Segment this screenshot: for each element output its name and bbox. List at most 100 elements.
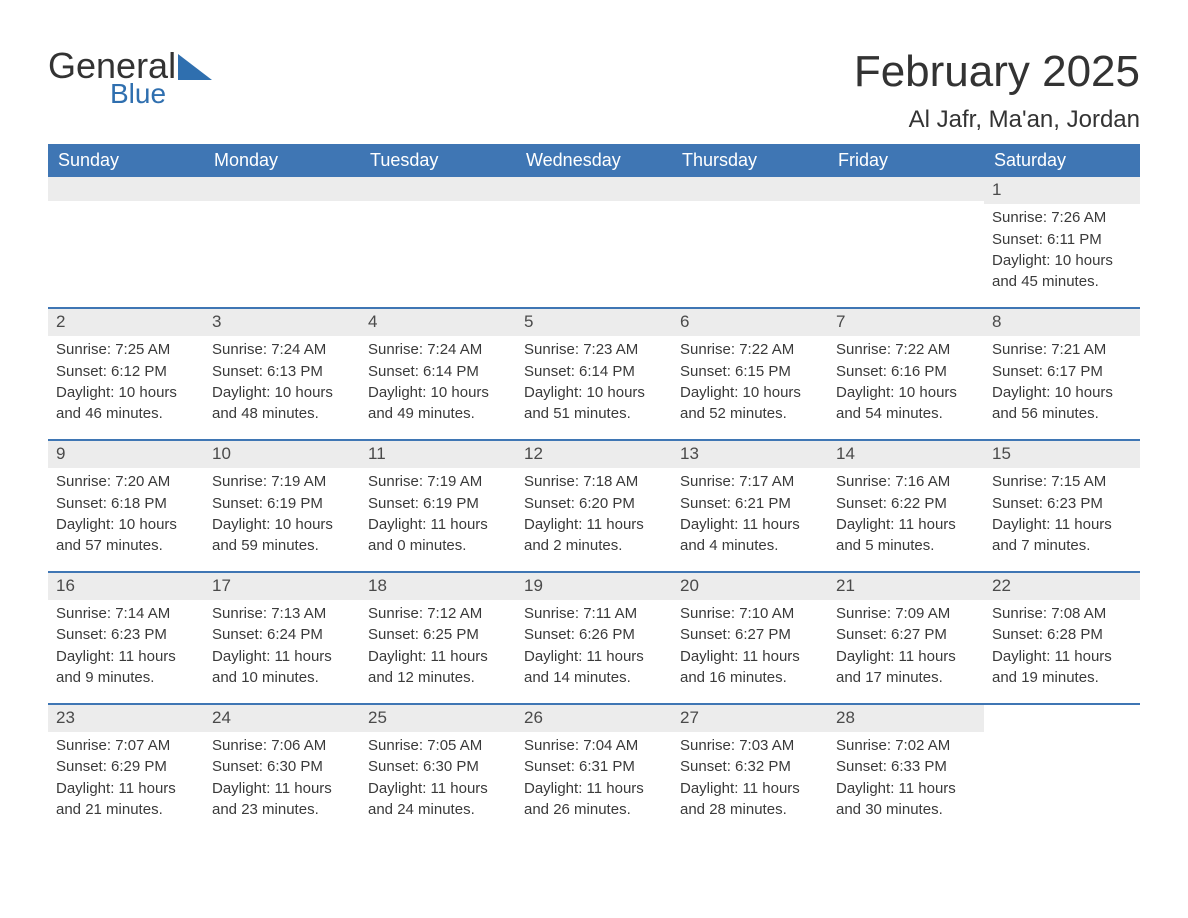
day-number: 17 (204, 573, 360, 600)
calendar-cell: 27Sunrise: 7:03 AMSunset: 6:32 PMDayligh… (672, 705, 828, 835)
detail-line: Daylight: 11 hours (836, 779, 970, 799)
calendar-header-cell: Thursday (672, 144, 828, 177)
detail-line: and 56 minutes. (992, 404, 1126, 424)
detail-line: Sunset: 6:27 PM (680, 625, 814, 645)
calendar-cell (984, 705, 1140, 835)
detail-line: Sunrise: 7:24 AM (368, 340, 502, 360)
calendar-header-cell: Wednesday (516, 144, 672, 177)
detail-line: Daylight: 11 hours (212, 779, 346, 799)
calendar-cell (672, 177, 828, 307)
detail-line: Sunrise: 7:03 AM (680, 736, 814, 756)
day-number: 2 (48, 309, 204, 336)
calendar-cell: 28Sunrise: 7:02 AMSunset: 6:33 PMDayligh… (828, 705, 984, 835)
day-details: Sunrise: 7:23 AMSunset: 6:14 PMDaylight:… (516, 340, 666, 424)
empty-day-bar (48, 177, 204, 201)
day-details: Sunrise: 7:05 AMSunset: 6:30 PMDaylight:… (360, 736, 510, 820)
detail-line: Sunset: 6:27 PM (836, 625, 970, 645)
day-number: 18 (360, 573, 516, 600)
calendar-cell: 22Sunrise: 7:08 AMSunset: 6:28 PMDayligh… (984, 573, 1140, 703)
calendar-cell: 1Sunrise: 7:26 AMSunset: 6:11 PMDaylight… (984, 177, 1140, 307)
calendar-body: 1Sunrise: 7:26 AMSunset: 6:11 PMDaylight… (48, 177, 1140, 835)
detail-line: Sunrise: 7:08 AM (992, 604, 1126, 624)
detail-line: Sunrise: 7:23 AM (524, 340, 658, 360)
calendar-cell: 7Sunrise: 7:22 AMSunset: 6:16 PMDaylight… (828, 309, 984, 439)
empty-day-bar (516, 177, 672, 201)
day-number: 19 (516, 573, 672, 600)
detail-line: and 49 minutes. (368, 404, 502, 424)
detail-line: Daylight: 11 hours (992, 515, 1126, 535)
detail-line: Daylight: 11 hours (836, 515, 970, 535)
detail-line: Sunrise: 7:19 AM (368, 472, 502, 492)
detail-line: Sunrise: 7:14 AM (56, 604, 190, 624)
detail-line: Daylight: 11 hours (368, 779, 502, 799)
day-number: 10 (204, 441, 360, 468)
calendar-row: 23Sunrise: 7:07 AMSunset: 6:29 PMDayligh… (48, 703, 1140, 835)
detail-line: and 10 minutes. (212, 668, 346, 688)
detail-line: and 54 minutes. (836, 404, 970, 424)
day-details: Sunrise: 7:18 AMSunset: 6:20 PMDaylight:… (516, 472, 666, 556)
detail-line: Sunset: 6:20 PM (524, 494, 658, 514)
calendar-cell: 23Sunrise: 7:07 AMSunset: 6:29 PMDayligh… (48, 705, 204, 835)
detail-line: and 0 minutes. (368, 536, 502, 556)
location-label: Al Jafr, Ma'an, Jordan (854, 106, 1140, 134)
detail-line: Sunrise: 7:10 AM (680, 604, 814, 624)
detail-line: Sunset: 6:32 PM (680, 757, 814, 777)
day-number: 12 (516, 441, 672, 468)
day-number: 6 (672, 309, 828, 336)
day-details: Sunrise: 7:20 AMSunset: 6:18 PMDaylight:… (48, 472, 198, 556)
detail-line: Daylight: 10 hours (524, 383, 658, 403)
detail-line: and 51 minutes. (524, 404, 658, 424)
calendar-header-cell: Friday (828, 144, 984, 177)
day-number: 7 (828, 309, 984, 336)
day-details: Sunrise: 7:09 AMSunset: 6:27 PMDaylight:… (828, 604, 978, 688)
day-details: Sunrise: 7:13 AMSunset: 6:24 PMDaylight:… (204, 604, 354, 688)
detail-line: Sunset: 6:28 PM (992, 625, 1126, 645)
day-number: 21 (828, 573, 984, 600)
header-row: General Blue February 2025 Al Jafr, Ma'a… (48, 48, 1140, 134)
day-number: 26 (516, 705, 672, 732)
detail-line: Sunset: 6:22 PM (836, 494, 970, 514)
calendar-row: 2Sunrise: 7:25 AMSunset: 6:12 PMDaylight… (48, 307, 1140, 439)
detail-line: Sunset: 6:33 PM (836, 757, 970, 777)
detail-line: Daylight: 10 hours (56, 383, 190, 403)
day-details: Sunrise: 7:02 AMSunset: 6:33 PMDaylight:… (828, 736, 978, 820)
day-number: 14 (828, 441, 984, 468)
day-number: 23 (48, 705, 204, 732)
detail-line: Sunset: 6:19 PM (368, 494, 502, 514)
detail-line: and 28 minutes. (680, 800, 814, 820)
detail-line: Sunset: 6:29 PM (56, 757, 190, 777)
detail-line: and 23 minutes. (212, 800, 346, 820)
detail-line: Sunrise: 7:06 AM (212, 736, 346, 756)
detail-line: Sunrise: 7:05 AM (368, 736, 502, 756)
detail-line: Daylight: 10 hours (992, 251, 1126, 271)
detail-line: and 14 minutes. (524, 668, 658, 688)
calendar: SundayMondayTuesdayWednesdayThursdayFrid… (48, 144, 1140, 835)
detail-line: Sunset: 6:21 PM (680, 494, 814, 514)
detail-line: Daylight: 11 hours (56, 779, 190, 799)
detail-line: Sunset: 6:19 PM (212, 494, 346, 514)
detail-line: Daylight: 11 hours (524, 515, 658, 535)
calendar-header-cell: Monday (204, 144, 360, 177)
detail-line: Sunset: 6:17 PM (992, 362, 1126, 382)
calendar-cell: 3Sunrise: 7:24 AMSunset: 6:13 PMDaylight… (204, 309, 360, 439)
detail-line: Daylight: 11 hours (368, 647, 502, 667)
detail-line: Daylight: 11 hours (680, 779, 814, 799)
detail-line: Daylight: 11 hours (680, 647, 814, 667)
day-details: Sunrise: 7:03 AMSunset: 6:32 PMDaylight:… (672, 736, 822, 820)
calendar-cell: 4Sunrise: 7:24 AMSunset: 6:14 PMDaylight… (360, 309, 516, 439)
detail-line: and 2 minutes. (524, 536, 658, 556)
day-number: 13 (672, 441, 828, 468)
detail-line: Sunset: 6:30 PM (212, 757, 346, 777)
detail-line: Sunrise: 7:19 AM (212, 472, 346, 492)
detail-line: Sunrise: 7:18 AM (524, 472, 658, 492)
detail-line: Daylight: 10 hours (212, 383, 346, 403)
month-title: February 2025 (854, 48, 1140, 96)
detail-line: Sunset: 6:13 PM (212, 362, 346, 382)
calendar-header: SundayMondayTuesdayWednesdayThursdayFrid… (48, 144, 1140, 177)
detail-line: Sunset: 6:14 PM (368, 362, 502, 382)
detail-line: and 16 minutes. (680, 668, 814, 688)
day-number: 15 (984, 441, 1140, 468)
calendar-cell: 19Sunrise: 7:11 AMSunset: 6:26 PMDayligh… (516, 573, 672, 703)
empty-day-bar (204, 177, 360, 201)
empty-day-bar (360, 177, 516, 201)
